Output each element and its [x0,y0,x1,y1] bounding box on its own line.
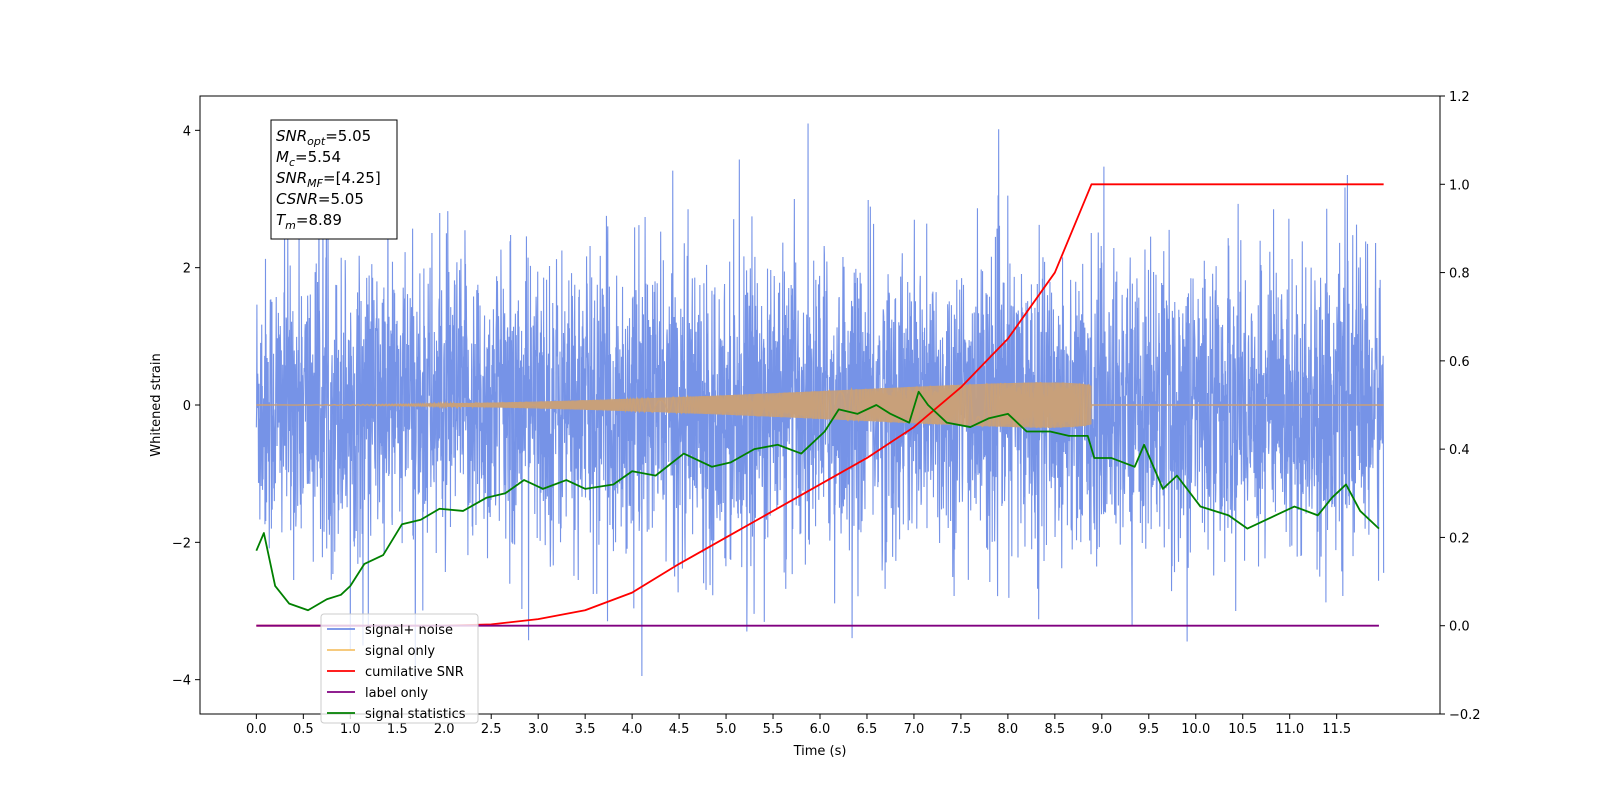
y-axis-label: Whitened strain [149,353,164,456]
annotation-line: CSNR=5.05 [276,190,364,208]
x-axis-label: Time (s) [793,744,847,759]
y2-tick-label: 1.2 [1449,90,1470,105]
y2-tick-label: 0.4 [1449,443,1470,458]
x-tick-label: 1.5 [387,722,408,737]
x-tick-label: 6.5 [857,722,878,737]
y2-tick-label: −0.2 [1449,708,1481,723]
x-tick-label: 11.0 [1275,722,1304,737]
signal-noise-line [255,123,1385,680]
x-tick-label: 0.5 [293,722,314,737]
legend-label: signal+ noise [365,623,453,638]
x-tick-label: 0.0 [246,722,267,737]
y-tick-label: 0 [183,399,191,414]
x-tick-label: 8.5 [1045,722,1066,737]
x-tick-label: 9.5 [1138,722,1159,737]
x-tick-label: 4.5 [669,722,690,737]
annotation-box [270,119,398,240]
y2-tick-label: 0.0 [1449,620,1470,635]
annotation-line: Tm=8.89 [276,211,342,232]
x-tick-label: 3.5 [575,722,596,737]
x-tick-label: 2.5 [481,722,502,737]
legend-label: signal only [365,644,435,659]
x-tick-label: 2.0 [434,722,455,737]
signal-statistics-line [255,390,1380,612]
annotation-line: SNRMF=[4.25] [276,169,381,190]
legend-box [320,613,479,724]
x-tick-label: 6.0 [810,722,831,737]
y-tick-label: −4 [172,674,191,689]
annotation-line: Mc=5.54 [276,148,341,169]
x-tick-label: 10.5 [1228,722,1257,737]
y2-tick-label: 0.6 [1449,355,1470,370]
x-tick-label: 8.0 [998,722,1019,737]
signal-only-envelope [256,382,1092,428]
legend-label: cumilative SNR [365,665,464,680]
x-tick-label: 4.0 [622,722,643,737]
x-tick-label: 7.0 [904,722,925,737]
x-tick-label: 10.0 [1181,722,1210,737]
x-tick-label: 5.5 [763,722,784,737]
y2-tick-label: 1.0 [1449,178,1470,193]
y-tick-label: 4 [183,124,191,139]
legend-label: signal statistics [365,707,466,722]
x-tick-label: 1.0 [340,722,361,737]
x-tick-label: 11.5 [1322,722,1351,737]
y-tick-label: −2 [172,536,191,551]
x-tick-label: 9.0 [1091,722,1112,737]
x-tick-label: 5.0 [716,722,737,737]
y2-tick-label: 0.2 [1449,531,1470,546]
y-tick-label: 2 [183,262,191,277]
x-tick-label: 7.5 [951,722,972,737]
y2-tick-label: 0.8 [1449,267,1470,282]
legend-label: label only [365,686,428,701]
annotation-line: SNRopt=5.05 [276,127,371,148]
plot-area [255,123,1385,680]
cumilative-snr-line [256,183,1384,627]
x-tick-label: 3.0 [528,722,549,737]
